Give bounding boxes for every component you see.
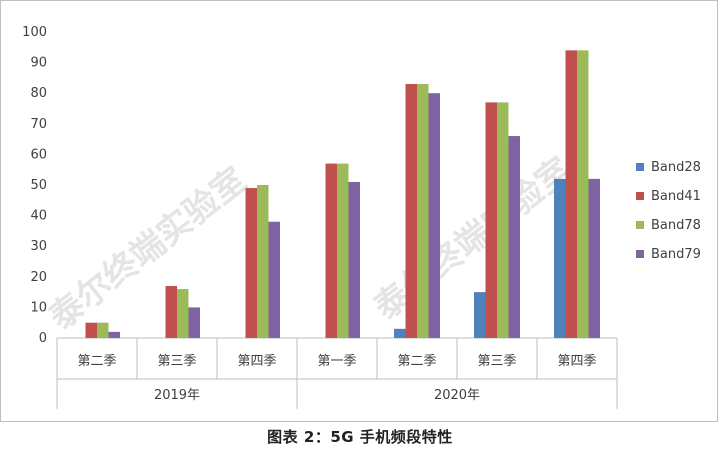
bar-band41 xyxy=(405,84,417,339)
legend: Band28 Band41 Band78 Band79 xyxy=(636,160,701,262)
legend-label: Band28 xyxy=(651,160,701,175)
bar-band28 xyxy=(394,328,406,338)
legend-label: Band41 xyxy=(651,189,701,204)
bar-band28 xyxy=(554,178,566,338)
watermark-text: 泰尔终端实验室 xyxy=(367,150,579,328)
x-category-label: 第二季 xyxy=(77,354,116,369)
y-tick-label: 60 xyxy=(30,147,47,162)
bar-band41 xyxy=(245,188,257,338)
bar-band78 xyxy=(577,50,589,339)
bar-band78 xyxy=(177,289,189,338)
x-category-label: 第四季 xyxy=(237,354,276,369)
bar-band78 xyxy=(97,322,109,338)
bar-band78 xyxy=(257,185,269,338)
x-group-label: 2019年 xyxy=(154,388,200,403)
x-category-label: 第三季 xyxy=(157,354,196,369)
bar-band78 xyxy=(497,102,509,338)
figure-caption: 图表 2：5G 手机频段特性 xyxy=(267,428,453,446)
bar-band41 xyxy=(565,50,577,339)
y-tick-label: 10 xyxy=(30,300,47,315)
y-tick-label: 40 xyxy=(30,209,47,224)
legend-swatch xyxy=(636,192,644,200)
x-group-label: 2020年 xyxy=(434,388,480,403)
y-tick-label: 100 xyxy=(22,25,47,40)
legend-swatch xyxy=(636,163,644,171)
bar-band79 xyxy=(508,136,520,338)
bar-band28 xyxy=(474,292,486,338)
y-tick-label: 20 xyxy=(30,270,47,285)
x-axis-labels: 第二季 第三季 第四季 第一季 第二季 第三季 第四季 2019年 2020年 xyxy=(56,338,618,409)
bar-band79 xyxy=(348,181,360,338)
legend-label: Band79 xyxy=(651,247,701,262)
watermark-text: 泰尔终端实验室 xyxy=(42,160,254,338)
y-tick-label: 30 xyxy=(30,239,47,254)
x-category-label: 第二季 xyxy=(397,354,436,369)
legend-swatch xyxy=(636,250,644,258)
y-tick-label: 50 xyxy=(30,178,47,193)
x-category-label: 第一季 xyxy=(317,354,356,369)
y-tick-label: 0 xyxy=(39,331,47,346)
axes: 0 10 20 30 40 50 60 70 80 90 100 xyxy=(22,25,617,346)
bar-band78 xyxy=(337,163,349,338)
bar-band41 xyxy=(325,163,337,338)
bar-band79 xyxy=(268,221,280,338)
bar-band41 xyxy=(85,322,97,338)
y-tick-label: 70 xyxy=(30,117,47,132)
bar-band79 xyxy=(108,331,120,338)
bar-band78 xyxy=(417,84,429,339)
bar-band41 xyxy=(165,285,177,338)
y-tick-label: 90 xyxy=(30,56,47,71)
bar-band41 xyxy=(485,102,497,338)
bar-chart: 泰尔终端实验室 泰尔终端实验室 0 10 20 30 40 50 60 70 80 90 100 第二… xyxy=(22,25,701,409)
x-category-label: 第三季 xyxy=(477,354,516,369)
legend-label: Band78 xyxy=(651,218,701,233)
y-tick-label: 80 xyxy=(30,86,47,101)
bar-band79 xyxy=(588,178,600,338)
bar-band79 xyxy=(428,93,440,338)
bars xyxy=(85,50,600,339)
x-category-label: 第四季 xyxy=(557,354,596,369)
legend-swatch xyxy=(636,221,644,229)
chart-frame: 泰尔终端实验室 泰尔终端实验室 0 10 20 30 40 50 60 70 80 90 100 第二… xyxy=(0,0,718,422)
bar-band79 xyxy=(188,307,200,338)
